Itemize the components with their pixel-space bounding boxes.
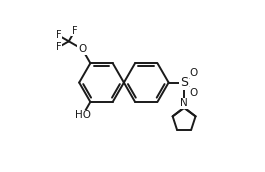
Text: F: F bbox=[56, 42, 61, 52]
Text: O: O bbox=[189, 88, 198, 98]
Text: F: F bbox=[56, 30, 61, 40]
Text: O: O bbox=[78, 44, 86, 54]
Text: F: F bbox=[72, 26, 78, 36]
Text: S: S bbox=[180, 76, 188, 89]
Text: HO: HO bbox=[75, 110, 91, 120]
Text: N: N bbox=[180, 98, 188, 108]
Text: O: O bbox=[189, 68, 198, 78]
